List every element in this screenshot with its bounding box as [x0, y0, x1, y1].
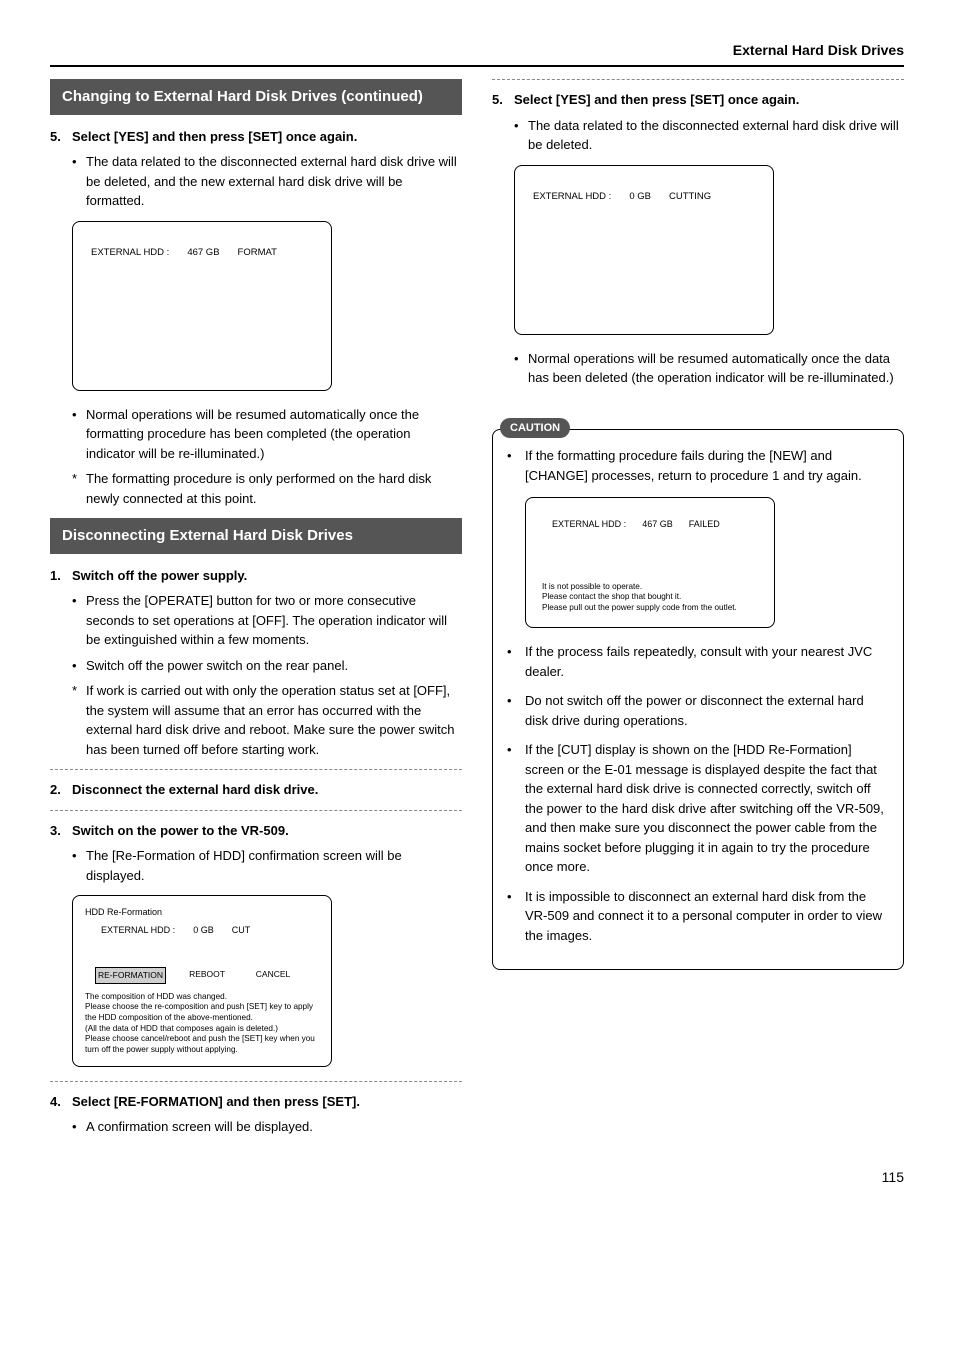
failed-msg-line: Please contact the shop that bought it. — [542, 592, 758, 603]
list-item: *If work is carried out with only the op… — [50, 681, 462, 759]
step-title: Select [RE-FORMATION] and then press [SE… — [72, 1092, 462, 1112]
list-item: •The data related to the disconnected ex… — [492, 116, 904, 155]
cancel-button[interactable]: CANCEL — [248, 967, 298, 984]
screen-status: CUT — [232, 924, 251, 938]
caution-section: CAUTION •If the formatting procedure fai… — [492, 408, 904, 971]
failed-msg-line: Please pull out the power supply code fr… — [542, 603, 758, 614]
screen-size: 467 GB — [642, 518, 673, 532]
bullet-text: Normal operations will be resumed automa… — [86, 405, 462, 464]
page-header: External Hard Disk Drives — [50, 40, 904, 67]
screen-label: EXTERNAL HDD : — [91, 246, 169, 260]
screen-status: CUTTING — [669, 190, 711, 204]
page-number: 115 — [50, 1167, 904, 1188]
separator — [50, 810, 462, 811]
caution-box: •If the formatting procedure fails durin… — [492, 429, 904, 970]
caution-item: •It is impossible to disconnect an exter… — [507, 887, 889, 946]
step-number: 3. — [50, 821, 72, 841]
left-step-2: 2. Disconnect the external hard disk dri… — [50, 780, 462, 800]
heading-changing-continued: Changing to External Hard Disk Drives (c… — [50, 79, 462, 115]
list-item: •Normal operations will be resumed autom… — [492, 349, 904, 388]
screen-label: EXTERNAL HDD : — [552, 518, 626, 532]
list-item: •The data related to the disconnected ex… — [50, 152, 462, 211]
right-step-5: 5. Select [YES] and then press [SET] onc… — [492, 90, 904, 388]
step-title: Select [YES] and then press [SET] once a… — [72, 127, 462, 147]
caution-text: If the [CUT] display is shown on the [HD… — [525, 740, 889, 877]
caution-text: If the process fails repeatedly, consult… — [525, 642, 889, 681]
bullet-text: The data related to the disconnected ext… — [86, 152, 462, 211]
bullet-text: If work is carried out with only the ope… — [86, 681, 462, 759]
list-item: *The formatting procedure is only perfor… — [50, 469, 462, 508]
left-step-4: 4. Select [RE-FORMATION] and then press … — [50, 1092, 462, 1137]
caution-item: •If the formatting procedure fails durin… — [507, 446, 889, 485]
list-item: •Switch off the power switch on the rear… — [50, 656, 462, 676]
reboot-button[interactable]: REBOOT — [182, 967, 232, 984]
caution-text: Do not switch off the power or disconnec… — [525, 691, 889, 730]
bullet-text: Press the [OPERATE] button for two or mo… — [86, 591, 462, 650]
caution-item: •If the process fails repeatedly, consul… — [507, 642, 889, 681]
box-msg-line: Please choose cancel/reboot and push the… — [85, 1034, 319, 1055]
box-msg-line: (All the data of HDD that composes again… — [85, 1024, 319, 1035]
list-item: •Press the [OPERATE] button for two or m… — [50, 591, 462, 650]
step-number: 4. — [50, 1092, 72, 1112]
bullet-text: The formatting procedure is only perform… — [86, 469, 462, 508]
box-msg-line: Please choose the re-composition and pus… — [85, 1002, 319, 1023]
heading-disconnecting: Disconnecting External Hard Disk Drives — [50, 518, 462, 554]
caution-text: If the formatting procedure fails during… — [525, 446, 889, 485]
separator — [50, 1081, 462, 1082]
screen-label: EXTERNAL HDD : — [101, 924, 175, 938]
bullet-text: The [Re-Formation of HDD] confirmation s… — [86, 846, 462, 885]
step-number: 5. — [492, 90, 514, 110]
screen-hdd-reformation: HDD Re-Formation EXTERNAL HDD : 0 GB CUT… — [72, 895, 332, 1067]
screen-failed: EXTERNAL HDD : 467 GB FAILED It is not p… — [525, 497, 775, 628]
box-msg-line: The composition of HDD was changed. — [85, 992, 319, 1003]
bullet-text: Normal operations will be resumed automa… — [528, 349, 904, 388]
screen-status: FAILED — [689, 518, 720, 532]
separator — [50, 769, 462, 770]
step-title: Disconnect the external hard disk drive. — [72, 780, 462, 800]
left-step-3: 3. Switch on the power to the VR-509. •T… — [50, 821, 462, 1067]
caution-text: It is impossible to disconnect an extern… — [525, 887, 889, 946]
reformation-button[interactable]: RE-FORMATION — [95, 967, 166, 984]
list-item: •Normal operations will be resumed autom… — [50, 405, 462, 464]
bullet-text: Switch off the power switch on the rear … — [86, 656, 462, 676]
screen-size: 0 GB — [193, 924, 214, 938]
failed-msg-line: It is not possible to operate. — [542, 582, 758, 593]
step-title: Switch on the power to the VR-509. — [72, 821, 462, 841]
step-number: 5. — [50, 127, 72, 147]
right-column: 5. Select [YES] and then press [SET] onc… — [492, 79, 904, 1147]
bullet-text: A confirmation screen will be displayed. — [86, 1117, 462, 1137]
screen-size: 0 GB — [629, 190, 651, 204]
separator — [492, 79, 904, 80]
screen-status: FORMAT — [238, 246, 277, 260]
screen-size: 467 GB — [187, 246, 219, 260]
screen-format: EXTERNAL HDD : 467 GB FORMAT — [72, 221, 332, 391]
left-step-1: 1. Switch off the power supply. •Press t… — [50, 566, 462, 760]
step-title: Switch off the power supply. — [72, 566, 462, 586]
caution-item: •Do not switch off the power or disconne… — [507, 691, 889, 730]
screen-cutting: EXTERNAL HDD : 0 GB CUTTING — [514, 165, 774, 335]
list-item: •A confirmation screen will be displayed… — [50, 1117, 462, 1137]
screen-label: EXTERNAL HDD : — [533, 190, 611, 204]
caution-item: •If the [CUT] display is shown on the [H… — [507, 740, 889, 877]
bullet-text: The data related to the disconnected ext… — [528, 116, 904, 155]
two-column-layout: Changing to External Hard Disk Drives (c… — [50, 79, 904, 1147]
step-number: 1. — [50, 566, 72, 586]
caution-badge: CAUTION — [500, 418, 570, 439]
left-column: Changing to External Hard Disk Drives (c… — [50, 79, 462, 1147]
box-title: HDD Re-Formation — [85, 906, 319, 920]
list-item: •The [Re-Formation of HDD] confirmation … — [50, 846, 462, 885]
left-step-5: 5. Select [YES] and then press [SET] onc… — [50, 127, 462, 509]
step-number: 2. — [50, 780, 72, 800]
step-title: Select [YES] and then press [SET] once a… — [514, 90, 904, 110]
